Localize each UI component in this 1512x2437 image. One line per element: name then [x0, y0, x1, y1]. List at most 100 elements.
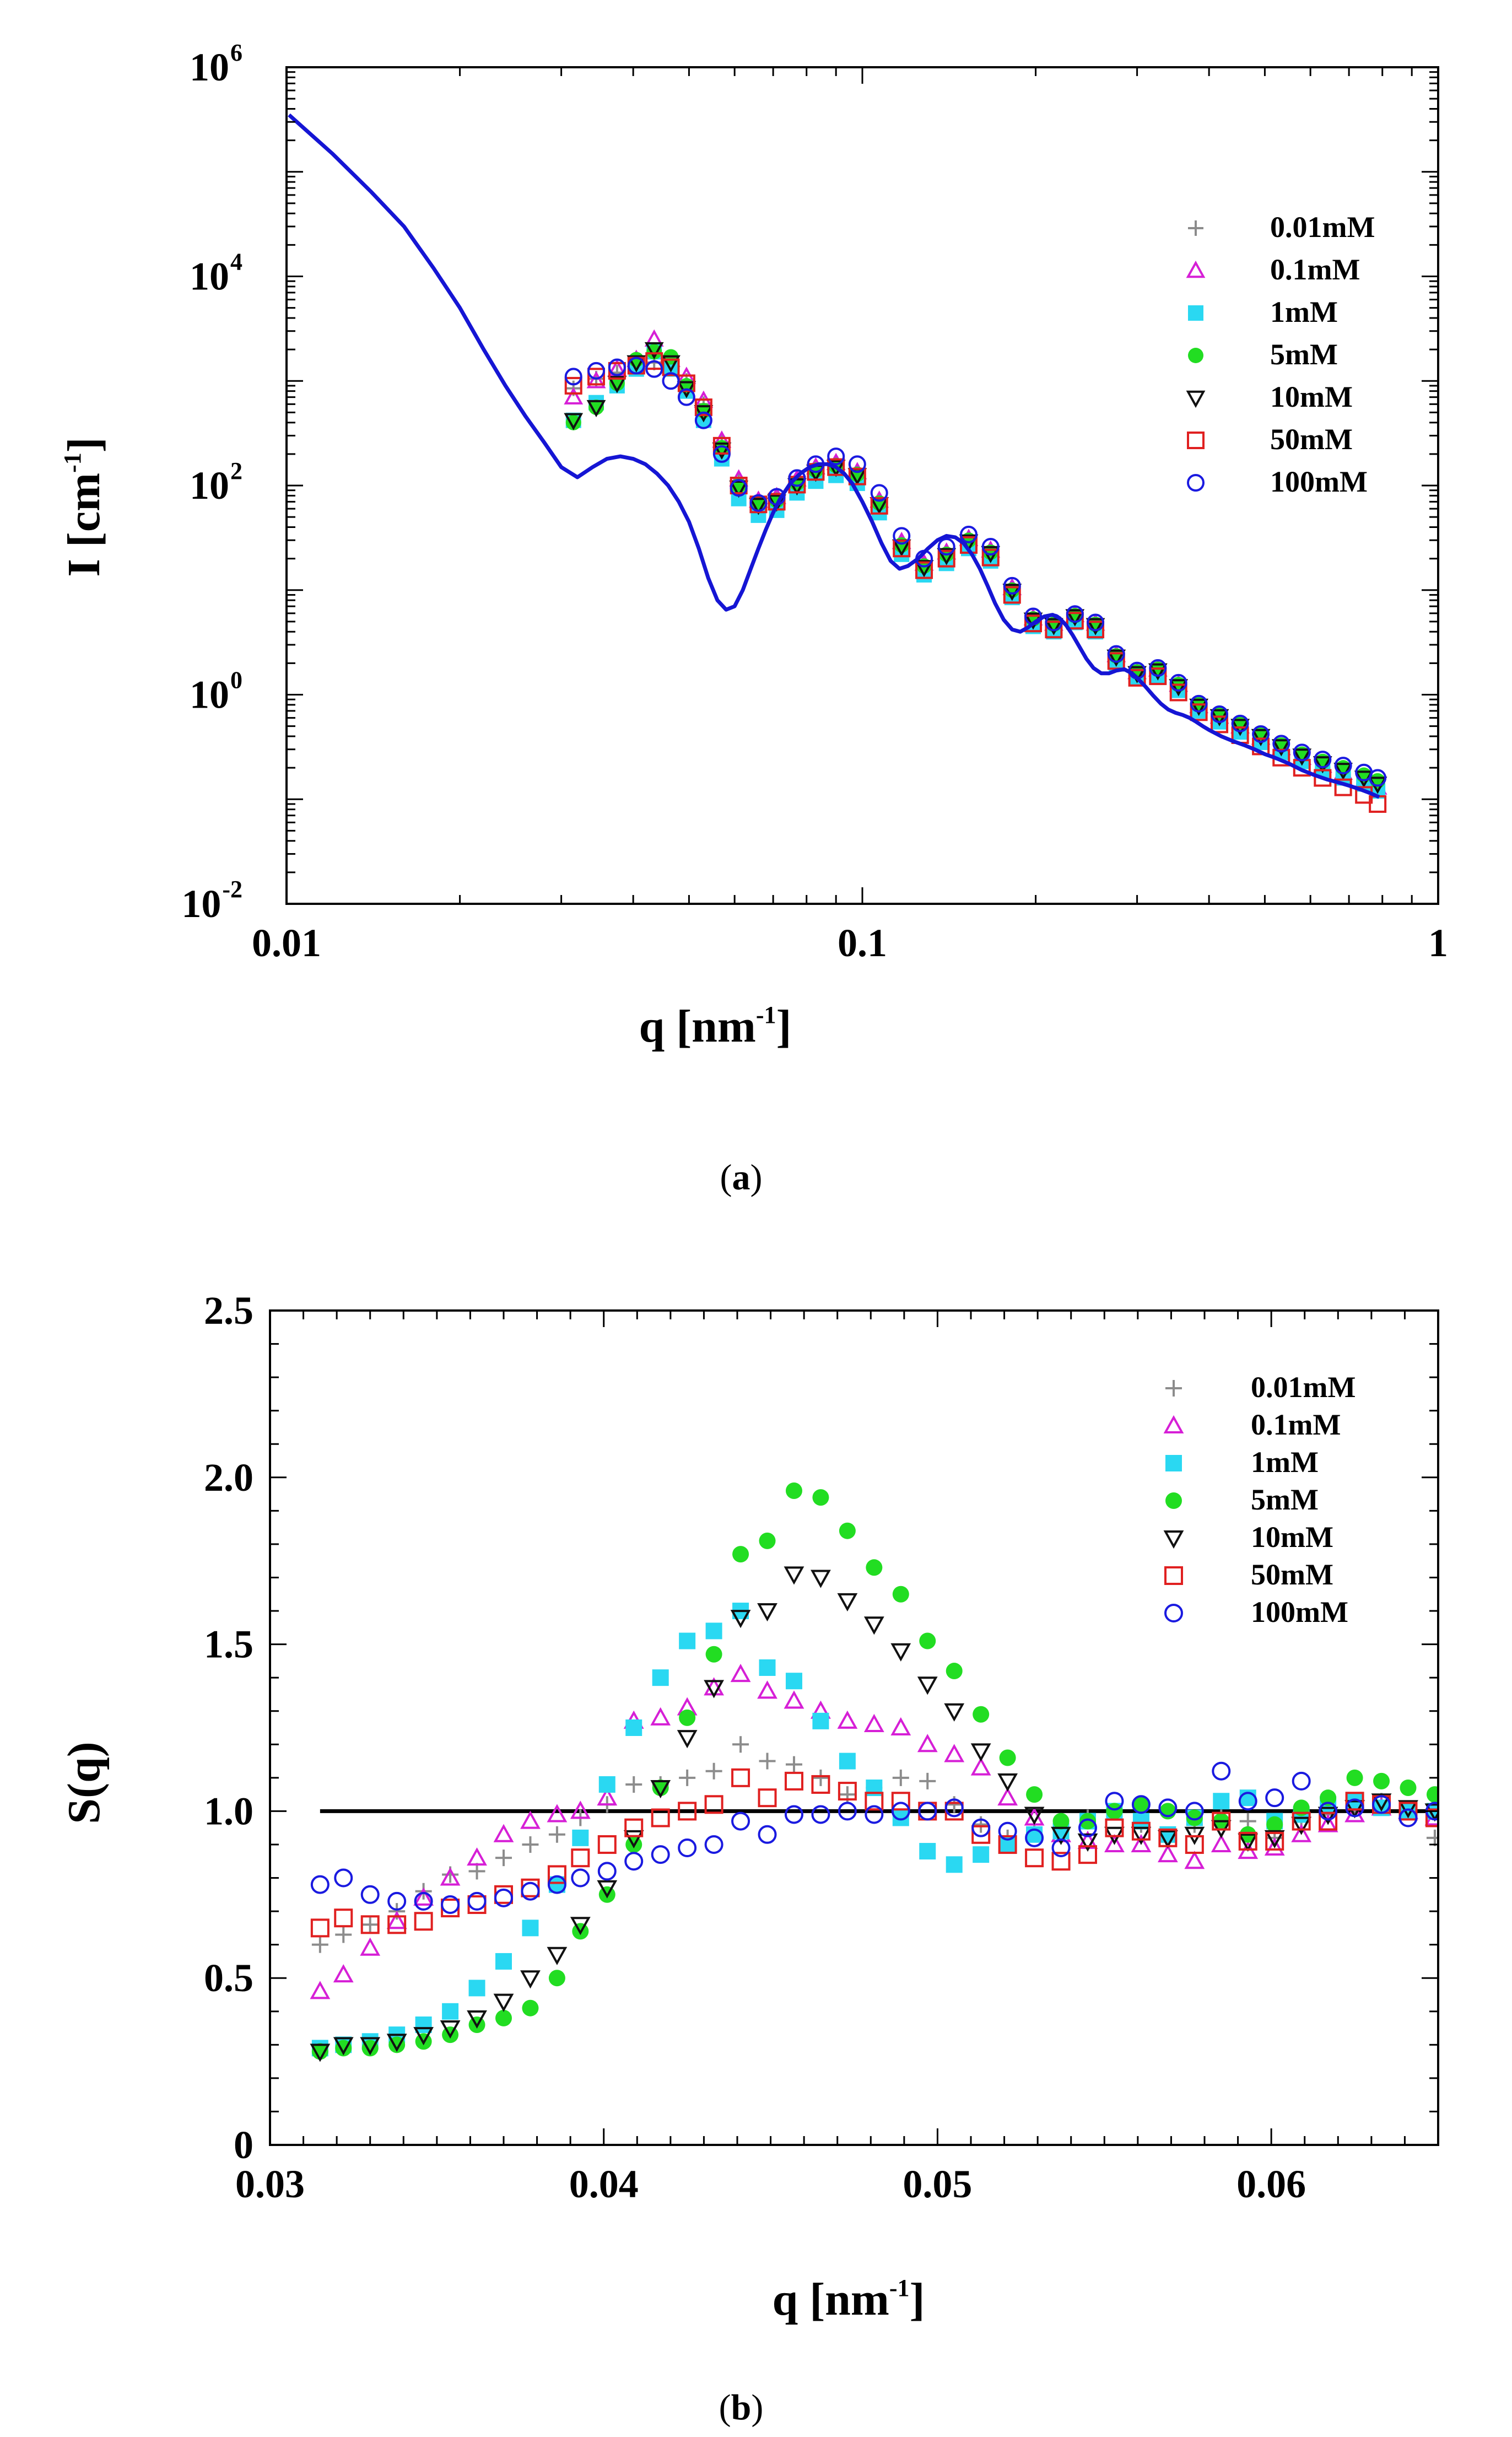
data-point	[650, 1707, 671, 1726]
data-point	[1398, 1802, 1418, 1821]
data-point	[892, 1769, 909, 1786]
x-tick-label: 0.06	[1236, 2162, 1306, 2206]
data-point	[1251, 729, 1271, 747]
data-point	[587, 368, 606, 386]
data-point	[981, 548, 1000, 567]
data-point	[1078, 1845, 1097, 1864]
data-point	[311, 1936, 328, 1953]
data-point	[662, 372, 680, 390]
data-point	[414, 1891, 433, 1911]
legend-marker	[1186, 260, 1206, 278]
data-point	[1189, 698, 1209, 716]
caption-b: (b)	[719, 2387, 764, 2428]
data-point	[960, 525, 978, 543]
legend-label: 100mM	[1251, 1595, 1348, 1629]
data-point	[1238, 1831, 1257, 1851]
legend-item: 100mM	[1164, 1595, 1348, 1629]
data-point	[1213, 1793, 1230, 1810]
data-point	[1190, 694, 1208, 713]
legend-label: 0.01mM	[1251, 1371, 1356, 1404]
data-point	[310, 1981, 331, 1999]
legend-marker	[1188, 348, 1203, 363]
data-point	[661, 355, 681, 373]
fit-curve	[288, 113, 1380, 799]
data-point	[1052, 1813, 1070, 1830]
legend-marker	[1187, 432, 1205, 449]
data-point	[946, 1663, 963, 1680]
legend-item: 10mM	[1163, 1521, 1333, 1554]
data-point	[1266, 1816, 1283, 1833]
data-point	[645, 360, 663, 378]
data-point	[757, 1680, 777, 1699]
data-point	[571, 1848, 590, 1868]
data-point	[749, 498, 768, 515]
series-1mM	[311, 1603, 1438, 2057]
data-point	[1190, 703, 1208, 721]
data-point	[333, 2037, 354, 2056]
data-point	[732, 1736, 749, 1753]
data-point	[1426, 1829, 1438, 1846]
legend-marker	[1186, 390, 1206, 408]
series-10mM	[564, 342, 1387, 794]
data-point	[1148, 663, 1168, 681]
data-point	[415, 2016, 432, 2033]
data-point	[1334, 757, 1352, 775]
series-0.1mM	[310, 1663, 1438, 1999]
y-axis-title-a: I [cm-1]	[58, 437, 110, 577]
plot-area-a	[288, 113, 1387, 813]
data-point	[493, 1993, 514, 2012]
data-point	[1271, 739, 1291, 757]
data-point	[1292, 1811, 1311, 1831]
data-point	[1045, 621, 1063, 639]
data-point	[1400, 1780, 1417, 1797]
data-point	[1158, 1828, 1178, 1847]
data-point	[1319, 1802, 1338, 1821]
data-point	[758, 1788, 777, 1808]
data-point	[893, 540, 911, 558]
data-point	[646, 344, 662, 360]
y-axis-title-b: S(q)	[58, 1742, 110, 1824]
data-point	[1345, 1798, 1364, 1818]
data-point	[788, 469, 806, 487]
data-point	[919, 1843, 936, 1860]
data-point	[812, 1769, 829, 1786]
data-point	[997, 1787, 1018, 1806]
data-point	[1128, 668, 1146, 687]
data-point	[386, 2034, 407, 2052]
legend-label: 1mM	[1270, 295, 1338, 328]
data-point	[971, 1825, 991, 1844]
data-point	[1086, 618, 1105, 635]
y-tick-label: 104	[190, 249, 242, 299]
plot-area-b	[310, 1482, 1438, 2062]
data-point	[1184, 1851, 1205, 1869]
data-point	[1185, 1835, 1204, 1854]
data-point	[759, 1659, 776, 1676]
legend-item: 0.1mM	[1163, 1408, 1341, 1441]
data-point	[493, 1824, 514, 1842]
data-point	[1149, 667, 1167, 686]
data-point	[890, 1643, 911, 1662]
data-point	[1157, 1844, 1178, 1863]
data-point	[624, 1852, 644, 1871]
data-point	[1078, 1818, 1097, 1837]
legend-label: 1mM	[1251, 1446, 1319, 1479]
data-point	[588, 400, 604, 416]
data-point	[891, 1792, 910, 1811]
legend-marker	[1164, 1604, 1183, 1622]
data-point	[494, 1888, 513, 1907]
data-point	[1025, 1848, 1044, 1868]
data-point	[981, 538, 1000, 556]
legend-label: 0.1mM	[1251, 1408, 1341, 1441]
legend-marker	[1163, 1530, 1184, 1549]
data-point	[548, 1826, 565, 1843]
data-point	[827, 447, 845, 466]
legend-label: 5mM	[1270, 338, 1338, 371]
y-tick-label: 102	[190, 457, 242, 508]
data-point	[1003, 576, 1021, 595]
data-point	[1333, 763, 1353, 780]
data-point	[870, 497, 888, 515]
data-point	[1238, 1792, 1257, 1811]
data-point	[597, 1862, 617, 1881]
data-point	[915, 561, 933, 579]
data-point	[757, 1603, 777, 1622]
